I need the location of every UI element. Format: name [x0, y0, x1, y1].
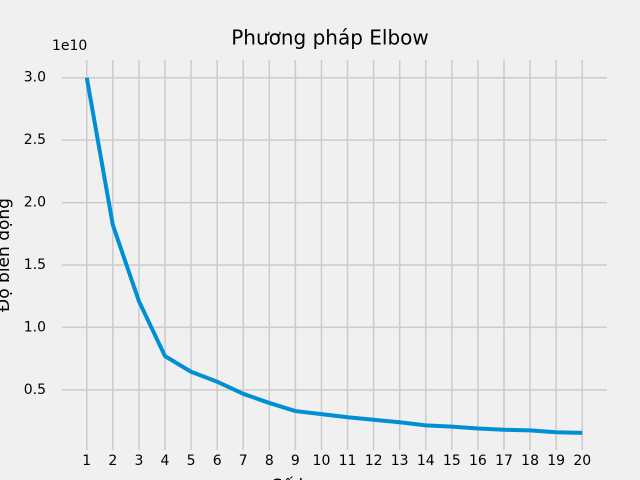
x-tick-label: 7 [239, 453, 248, 469]
chart-title: Phương pháp Elbow [231, 26, 429, 50]
x-tick-label: 16 [469, 453, 487, 469]
x-tick-label: 11 [339, 453, 357, 469]
x-tick-label: 8 [265, 453, 274, 469]
x-tick-label: 4 [161, 453, 170, 469]
x-tick-label: 18 [521, 453, 539, 469]
y-tick-label: 2.0 [24, 195, 46, 211]
x-tick-label: 1 [82, 453, 91, 469]
x-tick-label: 10 [313, 453, 331, 469]
x-tick-label: 3 [134, 453, 143, 469]
offset-label: 1e10 [52, 38, 87, 54]
x-tick-label: 6 [213, 453, 222, 469]
x-tick-label: 19 [547, 453, 565, 469]
x-axis-label: Số lượng cụm [272, 475, 388, 480]
x-tick-label: 14 [417, 453, 435, 469]
x-tick-label: 5 [187, 453, 196, 469]
y-tick-label: 3.0 [24, 70, 46, 86]
x-tick-label: 17 [495, 453, 513, 469]
x-tick-label: 9 [291, 453, 300, 469]
x-tick-label: 12 [365, 453, 383, 469]
y-axis-label: Độ biến động [0, 198, 14, 312]
x-tick-label: 13 [391, 453, 409, 469]
y-tick-label: 1.0 [24, 319, 46, 335]
y-tick-label: 0.5 [24, 382, 46, 398]
y-tick-label: 2.5 [24, 132, 46, 148]
x-tick-label: 2 [108, 453, 117, 469]
x-tick-label: 20 [573, 453, 591, 469]
line [84, 77, 583, 435]
x-tick-label: 15 [443, 453, 461, 469]
y-tick-label: 1.5 [24, 257, 46, 273]
